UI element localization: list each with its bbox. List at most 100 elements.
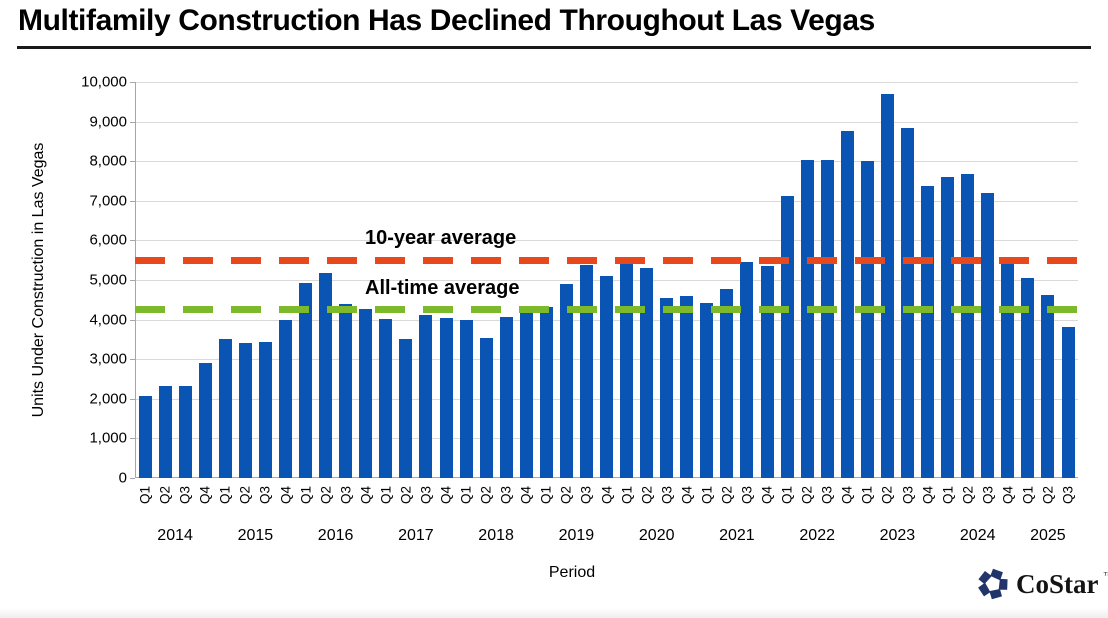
bar-2019-Q3: [579, 265, 593, 478]
x-tick-label: Q3: [177, 485, 193, 505]
x-tick-label: Q1: [859, 485, 875, 505]
x-tick-label: Q4: [438, 485, 454, 505]
x-tick-label: Q1: [137, 485, 153, 505]
x-tick-label: Q1: [378, 485, 394, 505]
bar-2021-Q1: [700, 302, 714, 478]
y-tick-mark: [130, 478, 135, 479]
year-label-2014: 2014: [157, 527, 193, 544]
x-tick-label: Q3: [739, 485, 755, 505]
costar-wordmark: CoStar: [1016, 568, 1099, 599]
y-tick-mark: [130, 359, 135, 361]
x-tick-label: Q2: [960, 485, 976, 505]
y-tick-mark: [130, 200, 135, 202]
bar-2020-Q3: [660, 297, 674, 478]
10-year-average-label: 10-year average: [365, 227, 517, 250]
bar-2021-Q3: [740, 262, 754, 478]
year-label-2015: 2015: [237, 527, 274, 544]
bar-2017-Q2: [399, 338, 413, 478]
bar-2014-Q3: [178, 385, 192, 478]
x-tick-label: Q1: [298, 485, 313, 505]
x-tick-label: Q1: [458, 485, 474, 505]
all-time-average-line: [135, 306, 1078, 314]
year-label-2018: 2018: [478, 527, 514, 544]
x-tick-label: Q3: [1060, 485, 1076, 505]
y-tick-mark: [130, 398, 135, 400]
y-tick-label: 8,000: [89, 152, 127, 170]
plot-area: 10-year average All-time average: [135, 82, 1078, 478]
x-tick-label: Q2: [318, 485, 334, 505]
x-tick-label: Q2: [237, 485, 253, 505]
year-label-2023: 2023: [879, 527, 916, 544]
y-axis-line: [135, 82, 136, 478]
bar-2022-Q1: [780, 196, 794, 478]
x-tick-label: Q4: [197, 485, 213, 505]
year-label-2019: 2019: [558, 527, 595, 544]
x-tick-label: Q2: [157, 485, 173, 505]
bar-2020-Q4: [680, 295, 694, 478]
x-tick-label: Q2: [719, 485, 735, 505]
y-tick-mark: [130, 240, 135, 242]
bar-2016-Q4: [359, 308, 373, 478]
y-tick-label: 3,000: [89, 350, 127, 368]
bar-2015-Q3: [258, 342, 272, 478]
title-underline: [17, 46, 1091, 49]
bar-2023-Q4: [921, 186, 934, 478]
bar-2020-Q2: [640, 267, 654, 478]
x-tick-label: Q4: [839, 485, 855, 505]
x-tick-label: Q2: [639, 485, 655, 505]
bar-2018-Q1: [459, 319, 473, 478]
x-tick-label: Q3: [578, 485, 594, 505]
x-tick-label: Q3: [900, 485, 915, 505]
x-tick-label: Q1: [538, 485, 554, 505]
x-tick-label: Q4: [599, 485, 614, 505]
y-tick-mark: [130, 82, 135, 83]
year-label-2025: 2025: [1030, 527, 1066, 544]
x-tick-label: Q3: [338, 485, 354, 505]
bar-2023-Q3: [901, 128, 914, 478]
x-tick-label: Q2: [799, 485, 815, 505]
year-label-2016: 2016: [317, 527, 354, 544]
bar-2015-Q4: [279, 319, 292, 478]
x-tick-label: Q3: [418, 485, 434, 505]
bar-2017-Q4: [439, 318, 453, 478]
y-tick-label: 1,000: [89, 429, 127, 447]
x-tick-label: Q4: [759, 485, 775, 505]
all-time-average-label: All-time average: [365, 276, 520, 299]
bar-2020-Q1: [620, 264, 634, 478]
y-tick-label: 10,000: [81, 73, 127, 91]
bar-2025-Q3: [1061, 326, 1075, 478]
x-tick-label: Q4: [518, 485, 534, 505]
x-tick-label: Q3: [257, 485, 273, 505]
year-label-2022: 2022: [799, 527, 835, 544]
costar-logo: CoStar ™: [975, 564, 1108, 604]
bar-2018-Q4: [519, 312, 533, 478]
x-tick-label: Q2: [398, 485, 414, 505]
gridline: [135, 82, 1078, 83]
costar-pinwheel-icon: [978, 568, 1008, 600]
y-tick-label: 4,000: [89, 311, 127, 329]
y-tick-label: 7,000: [89, 192, 127, 210]
bottom-edge: [0, 608, 1108, 618]
bar-2016-Q1: [299, 282, 312, 478]
x-tick-label: Q1: [699, 485, 715, 505]
bar-2014-Q1: [138, 395, 152, 478]
x-tick-label: Q1: [940, 485, 956, 505]
bar-2023-Q1: [860, 160, 874, 478]
gridline: [135, 240, 1078, 242]
page-title: Multifamily Construction Has Declined Th…: [18, 4, 875, 37]
bar-2015-Q1: [218, 339, 232, 478]
y-tick-mark: [130, 438, 135, 440]
bar-2017-Q1: [379, 319, 393, 478]
bar-2017-Q3: [419, 314, 433, 478]
gridline: [135, 200, 1078, 202]
y-tick-label: 9,000: [89, 113, 127, 131]
bar-2021-Q2: [720, 289, 734, 478]
bar-2022-Q2: [800, 160, 814, 478]
year-label-2024: 2024: [959, 527, 996, 544]
x-tick-label: Q2: [558, 485, 574, 505]
x-tick-label: Q1: [619, 485, 635, 505]
y-tick-mark: [130, 319, 135, 321]
bar-2014-Q4: [198, 363, 212, 478]
x-tick-label: Q4: [278, 485, 293, 505]
